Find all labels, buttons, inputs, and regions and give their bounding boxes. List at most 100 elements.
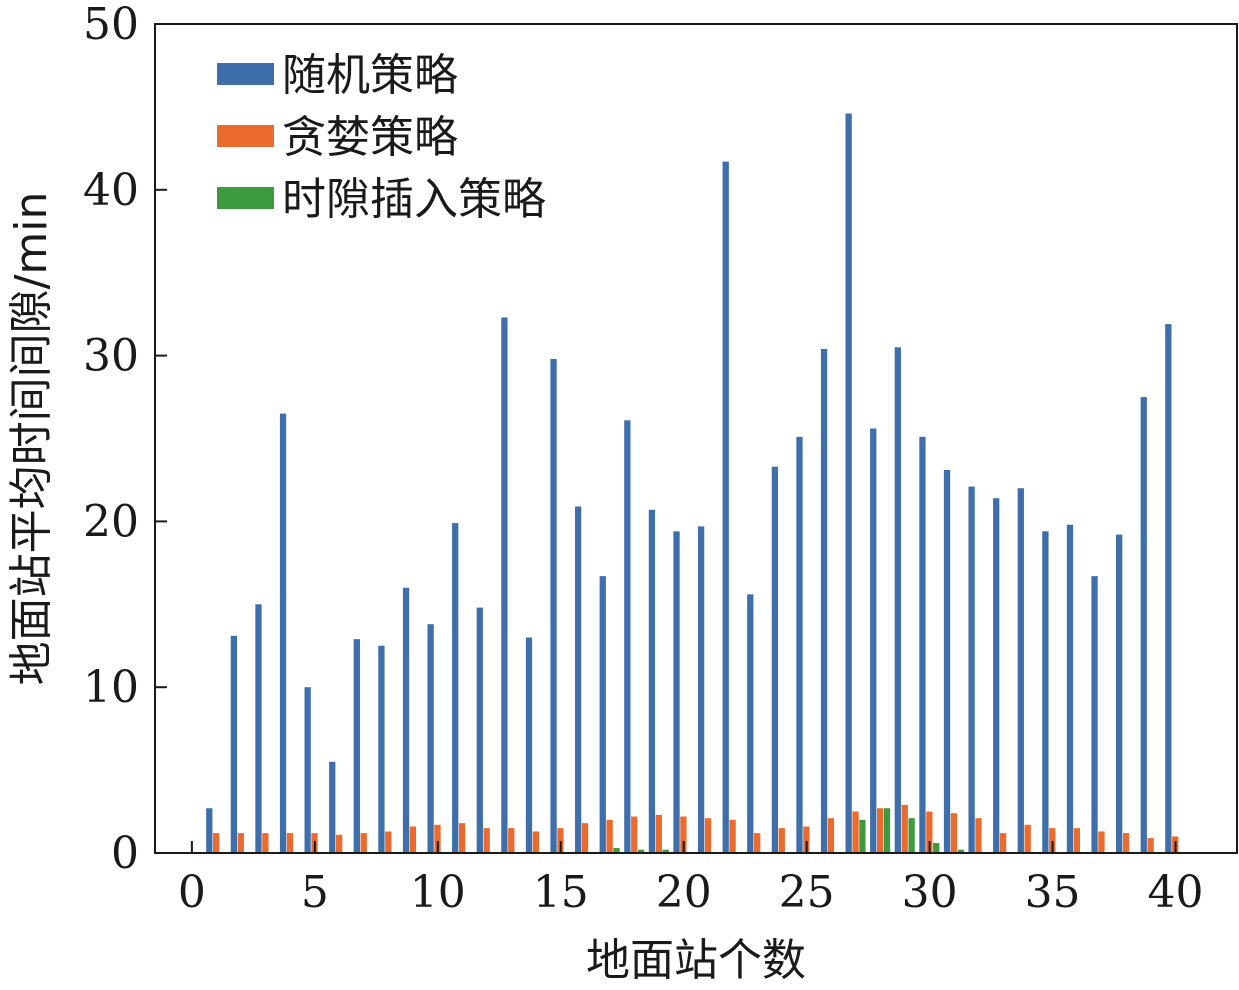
bar-random-33 (993, 498, 1000, 853)
legend-label-slot-insertion: 时隙插入策略 (282, 174, 546, 225)
bar-random-21 (697, 526, 705, 853)
x-tick-label-15: 15 (533, 867, 589, 918)
bar-random-31 (943, 470, 951, 853)
bar-random-30 (919, 436, 926, 853)
bar-greedy-38 (1122, 833, 1130, 853)
bar-slot-insertion-31 (957, 849, 964, 853)
bar-greedy-6 (335, 834, 343, 853)
bar-random-18 (624, 420, 631, 853)
bar-greedy-15 (557, 828, 564, 853)
bar-greedy-1 (213, 833, 220, 853)
bar-greedy-8 (385, 831, 392, 853)
bar-random-3 (255, 604, 262, 853)
bar-slot-insertion-28 (883, 808, 891, 853)
bar-greedy-16 (581, 823, 589, 853)
bar-greedy-25 (803, 826, 810, 853)
bar-random-1 (206, 808, 213, 853)
bar-greedy-21 (704, 818, 712, 853)
legend: 随机策略 贪婪策略 时隙插入策略 (217, 50, 546, 225)
bar-random-20 (673, 531, 680, 853)
bar-slot-insertion-17 (613, 848, 620, 853)
bar-greedy-39 (1147, 838, 1154, 853)
bar-greedy-2 (237, 833, 244, 853)
bar-random-17 (599, 576, 606, 853)
bar-greedy-10 (434, 824, 441, 853)
legend-label-random: 随机策略 (282, 50, 458, 101)
bar-random-35 (1042, 531, 1049, 853)
bar-random-37 (1091, 576, 1098, 853)
bar-random-16 (575, 506, 582, 853)
bar-random-11 (452, 523, 459, 853)
legend-label-greedy: 贪婪策略 (282, 112, 458, 163)
x-tick-label-5: 5 (301, 867, 329, 918)
bar-greedy-19 (655, 814, 662, 853)
bar-random-26 (820, 348, 828, 853)
bar-greedy-18 (631, 816, 638, 853)
x-tick-label-40: 40 (1148, 867, 1204, 918)
ticks-layer: 0 5 10 15 20 25 30 35 40 0 10 20 30 40 50 (83, 0, 1204, 918)
bar-greedy-36 (1073, 828, 1081, 853)
y-tick-label-40: 40 (83, 165, 139, 216)
legend-swatch-slot-insertion (217, 187, 274, 209)
bar-greedy-4 (286, 833, 294, 853)
bar-random-40 (1165, 324, 1172, 854)
bar-greedy-22 (729, 819, 736, 853)
bar-greedy-24 (778, 828, 785, 853)
bar-greedy-31 (950, 813, 958, 853)
bar-random-4 (279, 413, 287, 853)
bars-layer (206, 113, 1179, 854)
bar-greedy-26 (827, 818, 835, 853)
bar-random-5 (304, 687, 311, 853)
bar-greedy-27 (852, 811, 859, 853)
bar-greedy-3 (262, 833, 269, 853)
bar-random-10 (427, 624, 434, 853)
bar-random-36 (1066, 524, 1074, 853)
x-axis-title: 地面站个数 (586, 935, 806, 986)
bar-random-32 (968, 486, 975, 853)
bar-slot-insertion-27 (859, 819, 866, 853)
bar-greedy-23 (754, 833, 761, 853)
bar-greedy-33 (999, 833, 1007, 853)
bar-greedy-14 (532, 831, 540, 853)
bar-random-13 (501, 317, 508, 854)
bar-slot-insertion-30 (933, 843, 940, 853)
y-tick-label-0: 0 (111, 828, 139, 879)
bar-random-2 (230, 635, 238, 853)
bar-random-34 (1017, 488, 1024, 853)
bar-greedy-20 (680, 816, 687, 853)
x-tick-label-10: 10 (410, 867, 466, 918)
bar-random-12 (476, 607, 483, 853)
bar-random-14 (525, 637, 533, 853)
bar-greedy-13 (508, 828, 515, 853)
bar-greedy-12 (483, 828, 490, 853)
x-tick-label-20: 20 (656, 867, 712, 918)
legend-swatch-greedy (217, 125, 274, 147)
x-tick-label-0: 0 (178, 867, 206, 918)
y-axis-title: 地面站平均时间间隙/min (6, 192, 57, 686)
y-tick-label-10: 10 (83, 662, 139, 713)
bar-greedy-7 (360, 833, 367, 853)
bar-random-27 (845, 113, 852, 853)
bar-random-24 (771, 466, 779, 853)
bar-greedy-11 (458, 823, 466, 853)
bar-random-19 (648, 509, 656, 853)
bar-random-25 (796, 436, 803, 853)
x-tick-label-30: 30 (902, 867, 958, 918)
bar-greedy-17 (606, 819, 613, 853)
bar-greedy-37 (1098, 831, 1105, 853)
bar-greedy-32 (975, 818, 982, 853)
plot-frame (154, 23, 1238, 854)
bar-random-38 (1116, 534, 1123, 853)
y-tick-label-30: 30 (83, 331, 139, 382)
bar-slot-insertion-19 (662, 849, 669, 853)
bar-random-6 (329, 761, 336, 853)
bar-random-29 (894, 347, 901, 853)
bar-random-7 (353, 639, 360, 853)
x-tick-label-35: 35 (1025, 867, 1081, 918)
bar-slot-insertion-18 (637, 849, 645, 853)
bar-random-22 (722, 161, 729, 854)
bar-random-15 (550, 358, 557, 853)
bar-random-8 (378, 645, 385, 853)
bar-slot-insertion-29 (908, 818, 915, 853)
